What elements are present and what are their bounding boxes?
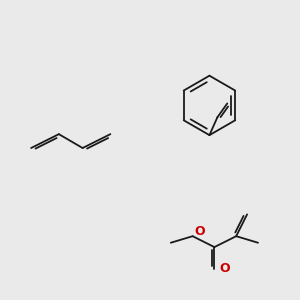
Text: O: O <box>195 225 205 238</box>
Text: O: O <box>219 262 230 275</box>
